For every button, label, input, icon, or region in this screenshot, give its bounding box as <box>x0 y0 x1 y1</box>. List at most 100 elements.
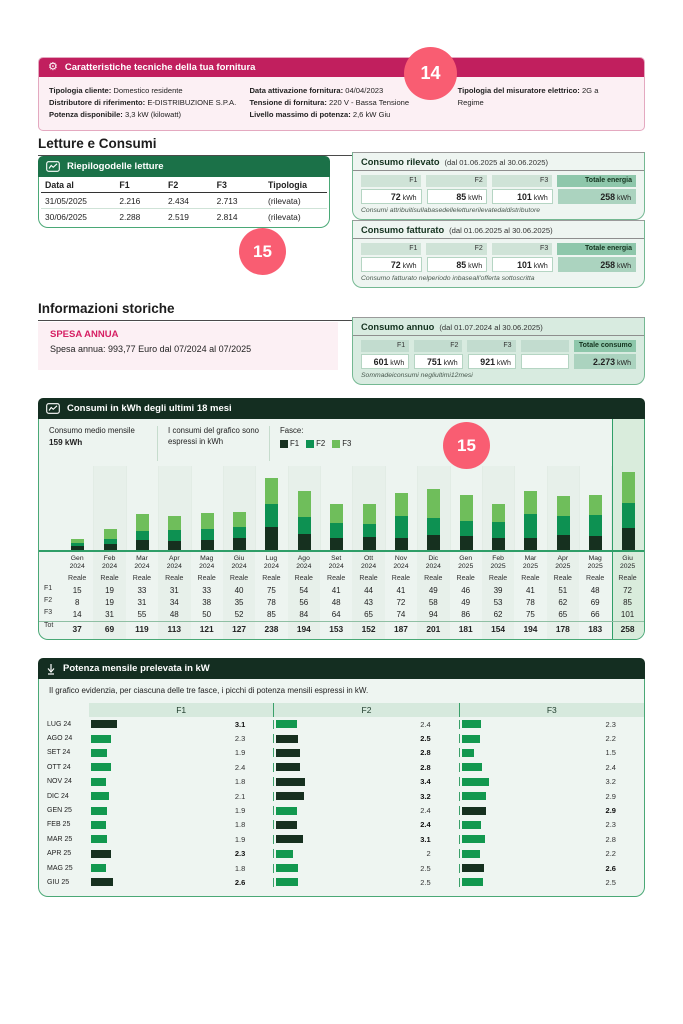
chart-cell <box>481 466 515 550</box>
total-chip: Totale energia <box>557 243 636 255</box>
potenza-cell: 2.2 <box>458 734 644 744</box>
consumo-period: (dal 01.06.2025 al 30.06.2025) <box>444 157 548 167</box>
chart-cell: 62 <box>481 608 515 621</box>
potenza-bar <box>461 878 483 887</box>
chart-cell: Reale <box>327 574 346 582</box>
fascia-value-row: 72 kWh 85 kWh 101 kWh 258 kWh <box>353 187 644 204</box>
value-number: 101 <box>517 191 532 202</box>
potenza-cell: 2.8 <box>273 762 458 772</box>
potenza-bar <box>91 849 111 858</box>
chart-cell: 85 <box>266 610 276 620</box>
potenza-bar <box>461 763 483 772</box>
row-label: F3 <box>44 608 53 616</box>
tech-field-label: Potenza disponibile: <box>49 109 125 119</box>
potenza-month-label: MAG 25 <box>47 864 73 872</box>
chart-cell: Reale <box>262 574 281 582</box>
fascia-chip: F1 <box>361 243 422 255</box>
potenza-bar <box>91 806 108 815</box>
potenza-value: 2.3 <box>234 849 246 859</box>
potenza-cell: 2.4 <box>273 820 458 830</box>
potenza-bar <box>276 763 301 772</box>
chart-grid: Gen 2024 Feb 2024 Mar 2024 Apr 2024 Mag 2024 Giu 20… <box>39 466 644 640</box>
potenza-month-label: OTT 24 <box>47 763 71 771</box>
chart-cell: 78 <box>266 598 276 608</box>
stacked-bar <box>168 515 182 550</box>
chart-cell: 64 <box>331 610 341 620</box>
bar-segment-f2 <box>524 514 538 538</box>
potenza-value: 2.9 <box>605 791 616 801</box>
potenza-bar <box>91 777 107 786</box>
stacked-bar <box>200 513 214 550</box>
chart-cell: Dic 2024 <box>417 552 450 574</box>
chart-cell <box>417 466 450 550</box>
potenza-column-header: F1 <box>89 703 274 717</box>
consumi-chart-title: Consumi in kWh degli ultimi 18 mesi <box>67 403 232 414</box>
chart-cell: 55 <box>137 610 147 620</box>
chart-cell: 40 <box>222 584 256 597</box>
stacked-bar <box>427 489 441 550</box>
potenza-chart-box: Potenza mensile prelevata in kW Il grafi… <box>38 658 645 897</box>
potenza-month-label: APR 25 <box>47 850 72 858</box>
potenza-cell: 1.9 <box>89 835 273 844</box>
totals-row: Tot 37 69 119 113 121 127 238 194 153 152 187 201 181… <box>39 620 644 640</box>
potenza-chart-title: Potenza mensile prelevata in kW <box>63 663 210 674</box>
callout-badge-14: 14 <box>404 47 457 100</box>
bar-segment-f2 <box>394 515 408 538</box>
chart-cell: 86 <box>461 610 471 620</box>
stacked-bar <box>492 503 506 550</box>
bar-segment-f2 <box>200 528 214 540</box>
potenza-bar <box>461 835 486 844</box>
tech-field-value: 04/04/2023 <box>345 86 384 95</box>
potenza-value: 2.8 <box>420 762 431 772</box>
chart-cell: Reale <box>352 573 385 585</box>
potenza-row: GIU 25 2.6 2.5 2.5 <box>39 875 644 889</box>
value-number: 258 <box>600 259 616 270</box>
tech-fields: Tipologia cliente: Domestico residente Di… <box>39 77 644 130</box>
tech-section-title: Caratteristiche tecniche della tua forni… <box>64 62 256 73</box>
chart-cell: 31 <box>137 598 147 608</box>
potenza-value: 1.5 <box>605 748 616 758</box>
stacked-bar <box>297 491 311 550</box>
chart-cell: Set 2024 <box>328 555 344 571</box>
chart-cell <box>222 466 256 550</box>
bar-segment-f3 <box>297 491 311 517</box>
chart-cell: 65 <box>352 608 385 621</box>
value-number: 921 <box>480 356 495 367</box>
potenza-cell: 1.8 <box>89 864 273 873</box>
potenza-value: 2.3 <box>234 734 246 744</box>
chart-cell: 66 <box>590 610 600 620</box>
potenza-value: 1.9 <box>234 806 246 816</box>
chart-cell: 48 <box>590 586 600 596</box>
consumo-title-row: Consumo rilevato (dal 01.06.2025 al 30.06… <box>353 153 644 171</box>
potenza-month-label: FEB 25 <box>47 821 71 829</box>
value-number: 258 <box>600 191 616 202</box>
bar-segment-f2 <box>589 514 603 536</box>
consumo-annuo-box: Consumo annuo (dal 01.07.2024 al 30.06.20… <box>352 317 645 385</box>
chart-cell: 49 <box>461 598 471 608</box>
chart-cell: Reale <box>456 574 475 582</box>
chart-cell <box>449 466 482 550</box>
potenza-value: 2.4 <box>420 806 431 816</box>
letture-card-title: Riepilogodelle letture <box>67 161 164 172</box>
chart-cell <box>61 466 93 550</box>
tech-field: Distributore di riferimento: E-DISTRIBUZ… <box>49 97 241 109</box>
chart-cell: Apr 2025 <box>546 552 579 574</box>
potenza-column-headers: F1 F2 F3 <box>39 703 644 717</box>
fascia-value: 85 kWh <box>426 189 488 204</box>
chart-cell: Apr 2024 <box>158 552 191 574</box>
potenza-value: 1.8 <box>234 820 246 830</box>
fascia-chip: F2 <box>414 340 463 352</box>
potenza-cell: 2.6 <box>458 863 644 873</box>
tech-section-header: ⚙ Caratteristiche tecniche della tua for… <box>39 58 644 77</box>
bar-segment-f1 <box>297 533 311 550</box>
letture-column-header: F1 <box>115 177 164 193</box>
chart-cell: 38 <box>202 598 212 608</box>
chart-cell: 41 <box>396 586 406 596</box>
potenza-value: 2.9 <box>605 806 616 816</box>
fascia-value: 921 kWh <box>467 354 516 369</box>
potenza-row: DIC 24 2.1 3.2 2.9 <box>39 789 644 803</box>
fascia-value: 601 kWh <box>361 354 410 369</box>
consumo-fatturato-box: Consumo fatturato (dal 01.06.2025 al 30.0… <box>352 220 645 288</box>
potenza-column-header: F2 <box>273 703 459 717</box>
